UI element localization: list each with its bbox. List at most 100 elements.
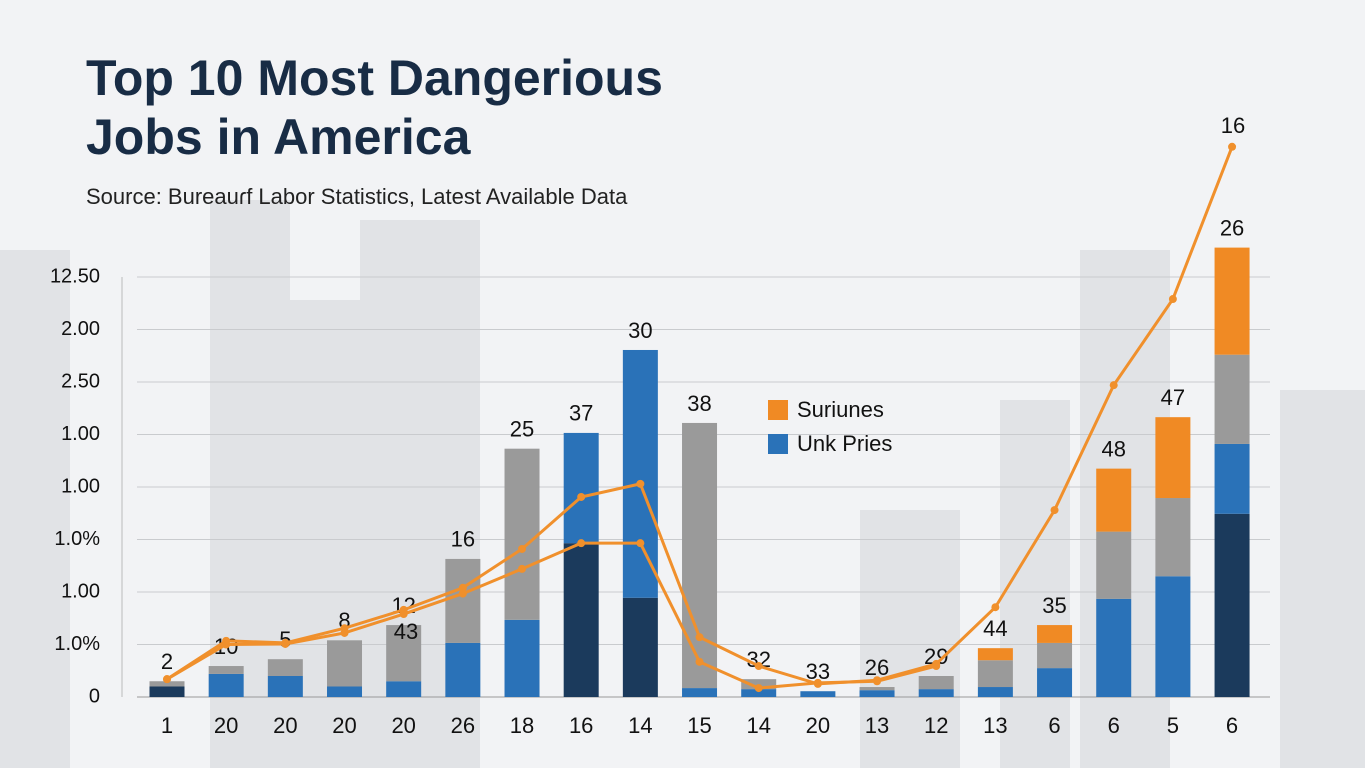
bar-segment <box>386 625 422 682</box>
line-point <box>458 583 467 592</box>
bar-segment <box>682 688 718 697</box>
bar-segment <box>977 660 1013 688</box>
bar-segment <box>1155 417 1191 499</box>
line-point <box>163 675 171 684</box>
bar-segment <box>208 673 244 697</box>
x-tick-label: 20 <box>806 713 830 738</box>
bar-segment <box>859 687 895 691</box>
line-point <box>281 639 290 648</box>
bar-segment <box>445 558 481 643</box>
annotation: 16 <box>1221 113 1245 138</box>
x-tick-label: 20 <box>214 713 238 738</box>
bar-segment <box>386 681 422 697</box>
x-tick-label: 13 <box>983 713 1007 738</box>
y-tick-label: 1.0% <box>54 528 100 550</box>
bar-segment <box>1214 513 1250 697</box>
line-point <box>1168 295 1177 304</box>
bar-label: 25 <box>510 416 534 441</box>
y-tick-label: 1.0% <box>54 633 100 655</box>
bar-segment <box>918 676 954 690</box>
y-tick-label: 2.50 <box>61 370 100 392</box>
bar-segment <box>563 432 599 544</box>
x-tick-label: 15 <box>687 713 711 738</box>
x-tick-label: 1 <box>161 713 173 738</box>
x-tick-label: 20 <box>391 713 415 738</box>
x-tick-label: 14 <box>746 713 770 738</box>
x-tick-label: 20 <box>273 713 297 738</box>
bar-segment <box>1214 247 1250 355</box>
legend-swatch <box>768 434 788 454</box>
bar-label: 35 <box>1042 593 1066 618</box>
bar-label: 2 <box>161 649 173 674</box>
bar-segment <box>741 689 777 697</box>
bar-segment <box>327 686 363 697</box>
bar-label: 30 <box>628 318 652 343</box>
bar-segment <box>859 690 895 697</box>
chart-subtitle: Source: Bureauɾf Labor Statistics, Lates… <box>86 184 628 209</box>
line-point <box>754 684 763 693</box>
legend-label: Unk Pries <box>797 431 892 456</box>
line-point <box>636 479 645 488</box>
x-tick-label: 6 <box>1048 713 1060 738</box>
x-tick-label: 14 <box>628 713 652 738</box>
y-tick-label: 1.00 <box>61 423 100 445</box>
bar-label: 26 <box>865 655 889 680</box>
line-point <box>695 633 704 642</box>
line-point <box>340 628 349 637</box>
line-point <box>222 640 231 649</box>
x-tick-label: 12 <box>924 713 948 738</box>
bar-segment <box>267 676 303 697</box>
x-tick-label: 18 <box>510 713 534 738</box>
bar-segment <box>149 686 185 697</box>
bar-segment <box>800 691 836 697</box>
line-point <box>754 662 763 671</box>
y-tick-label: 1.00 <box>61 580 100 602</box>
y-tick-label: 0 <box>89 685 100 707</box>
x-tick-label: 6 <box>1226 713 1238 738</box>
bar-segment <box>504 619 540 697</box>
bar-segment <box>1037 642 1073 669</box>
legend-label: Suriunes <box>797 397 884 422</box>
line-point <box>873 677 882 686</box>
bar-segment <box>327 640 363 687</box>
y-tick-label: 12.50 <box>50 265 100 287</box>
background <box>0 200 1365 768</box>
x-tick-label: 13 <box>865 713 889 738</box>
bar-label: 47 <box>1161 385 1185 410</box>
line-point <box>458 589 467 598</box>
line-point <box>636 539 645 548</box>
chart-title: Top 10 Most Dangerious <box>86 50 663 106</box>
bar-segment <box>1096 598 1132 697</box>
bar-label: 44 <box>983 616 1007 641</box>
bar-segment <box>445 642 481 697</box>
bar-segment <box>682 422 718 689</box>
x-tick-label: 6 <box>1108 713 1120 738</box>
bar-segment <box>918 689 954 697</box>
bar-segment <box>563 543 599 697</box>
bar-segment <box>1037 668 1073 697</box>
line-point <box>577 492 586 501</box>
line-point <box>695 657 704 666</box>
x-tick-label: 16 <box>569 713 593 738</box>
line-point <box>518 564 527 573</box>
legend-swatch <box>768 400 788 420</box>
bar-label: 38 <box>687 391 711 416</box>
line-point <box>577 539 586 548</box>
line-point <box>518 544 527 553</box>
annotation: 43 <box>394 619 418 644</box>
chart-title: Jobs in America <box>86 109 472 165</box>
y-tick-label: 2.00 <box>61 318 100 340</box>
bar-segment <box>1096 468 1132 532</box>
bar-label: 48 <box>1101 436 1125 461</box>
bar-segment <box>977 687 1013 697</box>
bar-label: 37 <box>569 401 593 426</box>
line <box>166 541 937 690</box>
x-tick-label: 26 <box>451 713 475 738</box>
x-tick-label: 5 <box>1167 713 1179 738</box>
bar-label: 26 <box>1220 215 1244 240</box>
bar-segment <box>1214 354 1250 444</box>
bar-segment <box>977 648 1013 661</box>
y-tick-label: 1.00 <box>61 475 100 497</box>
bar-segment <box>1096 531 1132 599</box>
